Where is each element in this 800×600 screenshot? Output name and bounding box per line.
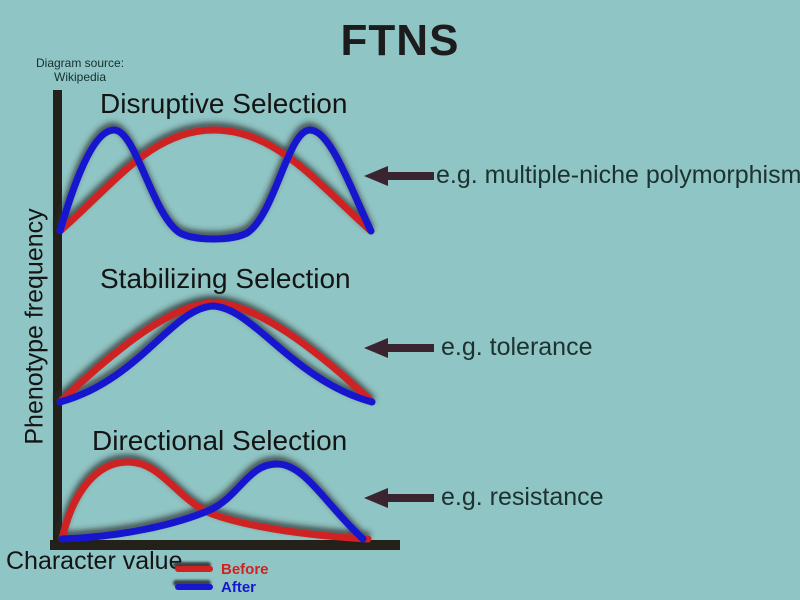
- section-heading-stabilizing: Stabilizing Selection: [100, 263, 351, 294]
- left-arrow-icon: [364, 338, 434, 358]
- example-label-disruptive: e.g. multiple-niche polymorphism: [436, 161, 800, 189]
- before-line-swatch: [175, 566, 213, 572]
- y-axis-line: [53, 90, 62, 550]
- y-axis-label: Phenotype frequency: [20, 208, 49, 445]
- stabilizing-before-curve: [56, 299, 376, 406]
- legend-item-before: Before: [175, 560, 269, 578]
- section-heading-directional: Directional Selection: [92, 425, 348, 456]
- section-heading-disruptive: Disruptive Selection: [100, 88, 348, 119]
- source-attribution-line1: Diagram source:: [36, 56, 125, 70]
- directional-before-curve: [58, 458, 372, 543]
- directional-after-curve: [58, 460, 367, 543]
- selection-curves-plot: [56, 126, 376, 543]
- x-axis-label: Character value: [6, 547, 183, 575]
- page-title: FTNS: [340, 16, 460, 65]
- left-arrow-icon: [364, 166, 434, 186]
- disruptive-before-curve: [56, 126, 375, 235]
- x-axis-line: [50, 540, 400, 550]
- stabilizing-after-curve: [56, 302, 376, 406]
- legend: Before After: [175, 560, 269, 596]
- source-attribution-line2: Wikipedia: [54, 70, 107, 84]
- after-line-swatch: [175, 584, 213, 590]
- left-arrow-icon: [364, 488, 434, 508]
- legend-label-before: Before: [221, 560, 269, 578]
- disruptive-after-curve: [56, 126, 375, 243]
- example-label-directional: e.g. resistance: [441, 483, 604, 511]
- example-label-stabilizing: e.g. tolerance: [441, 333, 593, 361]
- legend-item-after: After: [175, 578, 269, 596]
- legend-label-after: After: [221, 578, 257, 596]
- source-attribution: Diagram source: Wikipedia: [36, 56, 124, 84]
